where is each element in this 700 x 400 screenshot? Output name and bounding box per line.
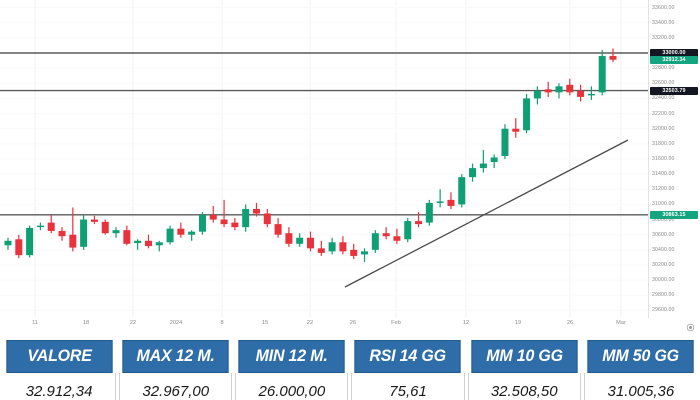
- table-value-cell: 32.508,50: [467, 373, 581, 400]
- clock-icon[interactable]: [686, 323, 695, 332]
- candlestick-chart[interactable]: 33600.00 33400.00 33200.00 33000.00 32800.00…: [0, 0, 700, 322]
- price-tick: 29600.00: [652, 307, 675, 314]
- time-tick: 12: [462, 320, 470, 326]
- price-axis[interactable]: 33600.00 33400.00 33200.00 33000.00 32800.00…: [648, 0, 700, 318]
- table-value-cell: 32.912,34: [3, 373, 117, 400]
- candlestick-series: [4, 48, 617, 262]
- chart-gridlines: [34, 0, 622, 318]
- time-tick: Mar: [616, 320, 626, 326]
- price-tick: 31600.00: [652, 156, 675, 162]
- time-tick: 15: [261, 320, 269, 326]
- time-tick: 22: [306, 320, 314, 326]
- table-value-cell: 31.005,36: [583, 373, 697, 400]
- price-tag[interactable]: 33000.00: [650, 49, 698, 57]
- time-tick: 2024: [169, 320, 183, 326]
- time-tick: Feb: [391, 320, 401, 326]
- price-tick: 30200.00: [652, 262, 675, 268]
- time-tick: 22: [129, 320, 137, 326]
- time-tick: 18: [82, 320, 90, 326]
- price-tick: 30400.00: [652, 246, 675, 253]
- table-header-cell: RSI 14 GG: [354, 340, 462, 373]
- time-tick: 26: [566, 320, 574, 326]
- table-value-cell: 32.967,00: [119, 373, 233, 400]
- chart-canvas: [0, 0, 648, 318]
- table-header-cell: MM 10 GG: [471, 340, 578, 373]
- price-tick: 32800.00: [652, 65, 675, 72]
- price-tick: 31200.00: [652, 186, 675, 193]
- trendline: [344, 139, 629, 288]
- table-row: 32.912,34 32.967,00 26.000,00 75,61 32.508,5…: [3, 373, 697, 400]
- price-tick: 32200.00: [652, 110, 675, 117]
- stats-table-container: VALORE MAX 12 M. MIN 12 M. RSI 14 GG MM 10 G…: [0, 340, 700, 400]
- horizontal-reference-lines: [0, 52, 648, 216]
- price-tick: 30600.00: [652, 231, 675, 238]
- table-header-row: VALORE MAX 12 M. MIN 12 M. RSI 14 GG MM 10 G…: [3, 340, 697, 373]
- chart-plot-area[interactable]: [0, 0, 648, 318]
- stats-table: VALORE MAX 12 M. MIN 12 M. RSI 14 GG MM 10 G…: [0, 340, 700, 400]
- table-value-cell: 26.000,00: [235, 373, 349, 400]
- price-tick: 32000.00: [652, 125, 675, 132]
- price-tick: 31000.00: [652, 201, 675, 208]
- price-tick: 29800.00: [652, 292, 675, 299]
- table-header-cell: MIN 12 M.: [238, 340, 346, 373]
- price-tag[interactable]: 30863.15: [650, 210, 698, 219]
- table-header-cell: MAX 12 M.: [122, 340, 229, 373]
- table-header-cell: VALORE: [6, 340, 113, 373]
- table-header-cell: MM 50 GG: [587, 340, 694, 373]
- time-tick: 19: [514, 320, 522, 326]
- price-tick: 33200.00: [652, 34, 675, 41]
- price-tick: 30800.00: [652, 216, 675, 223]
- table-value-cell: 75,61: [351, 373, 465, 400]
- time-axis[interactable]: 11 18 22 2024 8 15 22 26 Feb 12 19 26 Mar: [0, 318, 700, 336]
- time-tick: 8: [220, 320, 224, 326]
- price-tick: 31400.00: [652, 171, 675, 178]
- price-tick: 32600.00: [652, 80, 675, 87]
- price-tag[interactable]: 32912.34: [650, 55, 698, 64]
- time-tick: 26: [349, 320, 357, 326]
- price-tick: 32400.00: [652, 95, 675, 102]
- price-tick: 30000.00: [652, 277, 675, 284]
- price-tick: 33600.00: [652, 4, 675, 11]
- price-tick: 31800.00: [652, 140, 675, 147]
- price-tick: 33400.00: [652, 19, 675, 26]
- time-tick: 11: [32, 320, 38, 326]
- price-tag[interactable]: 32503.79: [650, 86, 698, 95]
